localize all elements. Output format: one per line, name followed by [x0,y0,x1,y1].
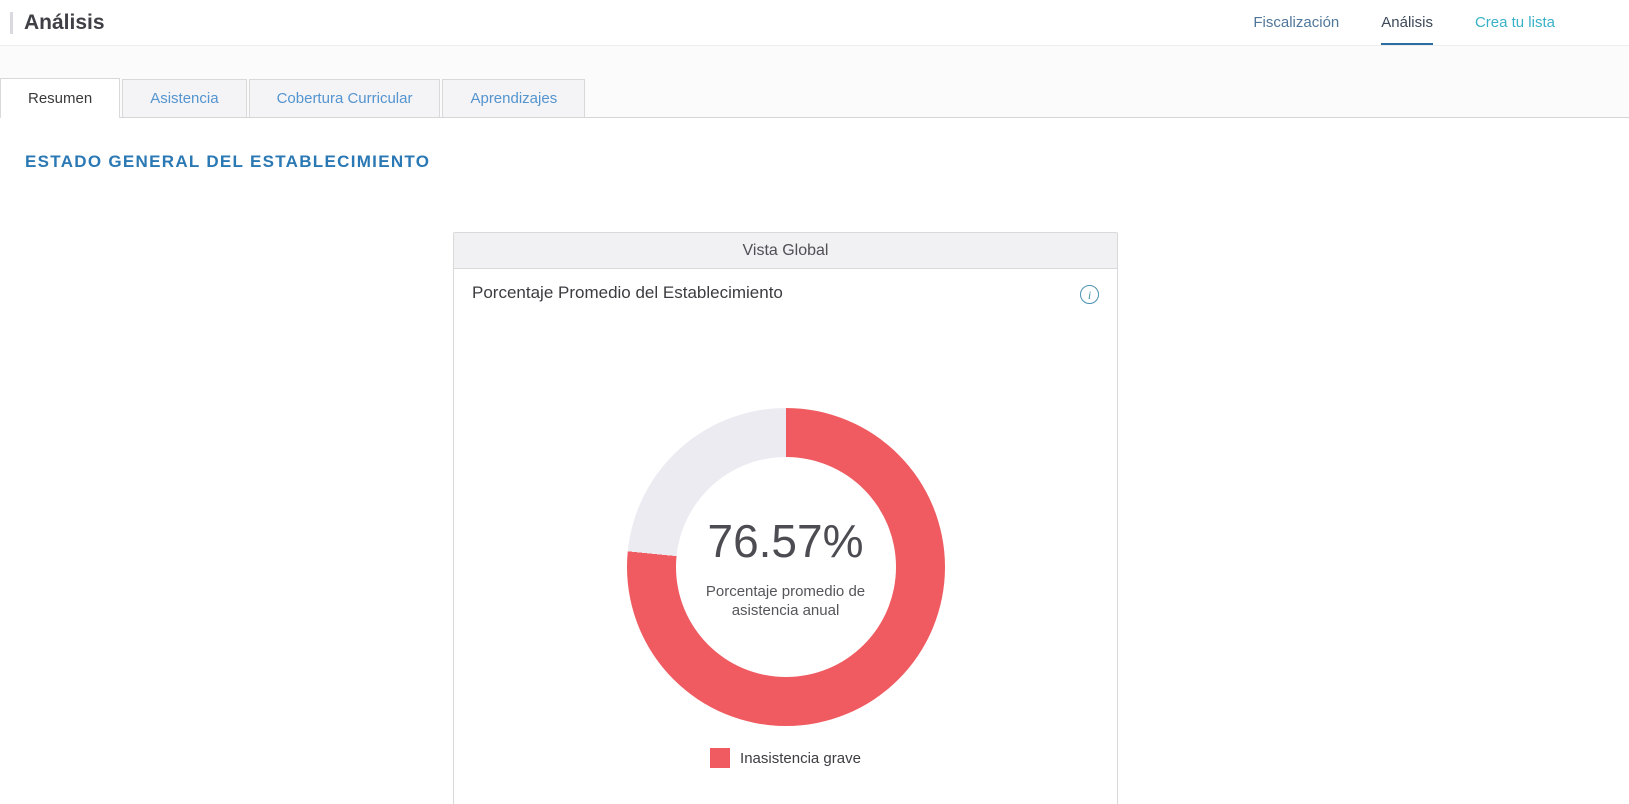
page-title-wrap: Análisis [10,11,105,35]
card-body: Porcentaje Promedio del Establecimiento … [454,269,1117,768]
section-title: ESTADO GENERAL DEL ESTABLECIMIENTO [25,152,431,171]
donut-value: 76.57% [707,514,864,567]
donut-caption: Porcentaje promedio de asistencia anual [705,582,866,620]
legend-swatch [710,748,731,768]
tab-resumen[interactable]: Resumen [0,78,121,118]
card-title: Porcentaje Promedio del Establecimiento [472,283,783,302]
info-icon[interactable]: i [1080,285,1099,304]
page-title: Análisis [24,10,105,34]
donut-chart: 76.57% Porcentaje promedio de asistencia… [626,408,945,726]
donut-chart-wrap: 76.57% Porcentaje promedio de asistencia… [472,408,1099,726]
tab-strip: Resumen Asistencia Cobertura Curricular … [0,46,1629,118]
tab-aprendizajes[interactable]: Aprendizajes [442,79,586,117]
tab-cobertura-curricular[interactable]: Cobertura Curricular [248,79,441,117]
header-nav: Fiscalización Análisis Crea tu lista [1253,0,1555,45]
title-accent-bar [10,11,13,34]
card-header: Vista Global [454,233,1117,269]
tab-asistencia[interactable]: Asistencia [122,79,247,117]
card-title-row: Porcentaje Promedio del Establecimiento … [472,283,1099,304]
chart-legend: Inasistencia grave [472,748,1099,768]
vista-global-card: Vista Global Porcentaje Promedio del Est… [453,232,1118,804]
nav-link-analisis[interactable]: Análisis [1381,0,1433,45]
donut-center-label: 76.57% Porcentaje promedio de asistencia… [627,408,945,726]
app-header: Análisis Fiscalización Análisis Crea tu … [0,0,1629,46]
nav-link-fiscalizacion[interactable]: Fiscalización [1253,14,1340,31]
legend-label: Inasistencia grave [740,749,861,767]
nav-link-crea-tu-lista[interactable]: Crea tu lista [1474,14,1555,31]
